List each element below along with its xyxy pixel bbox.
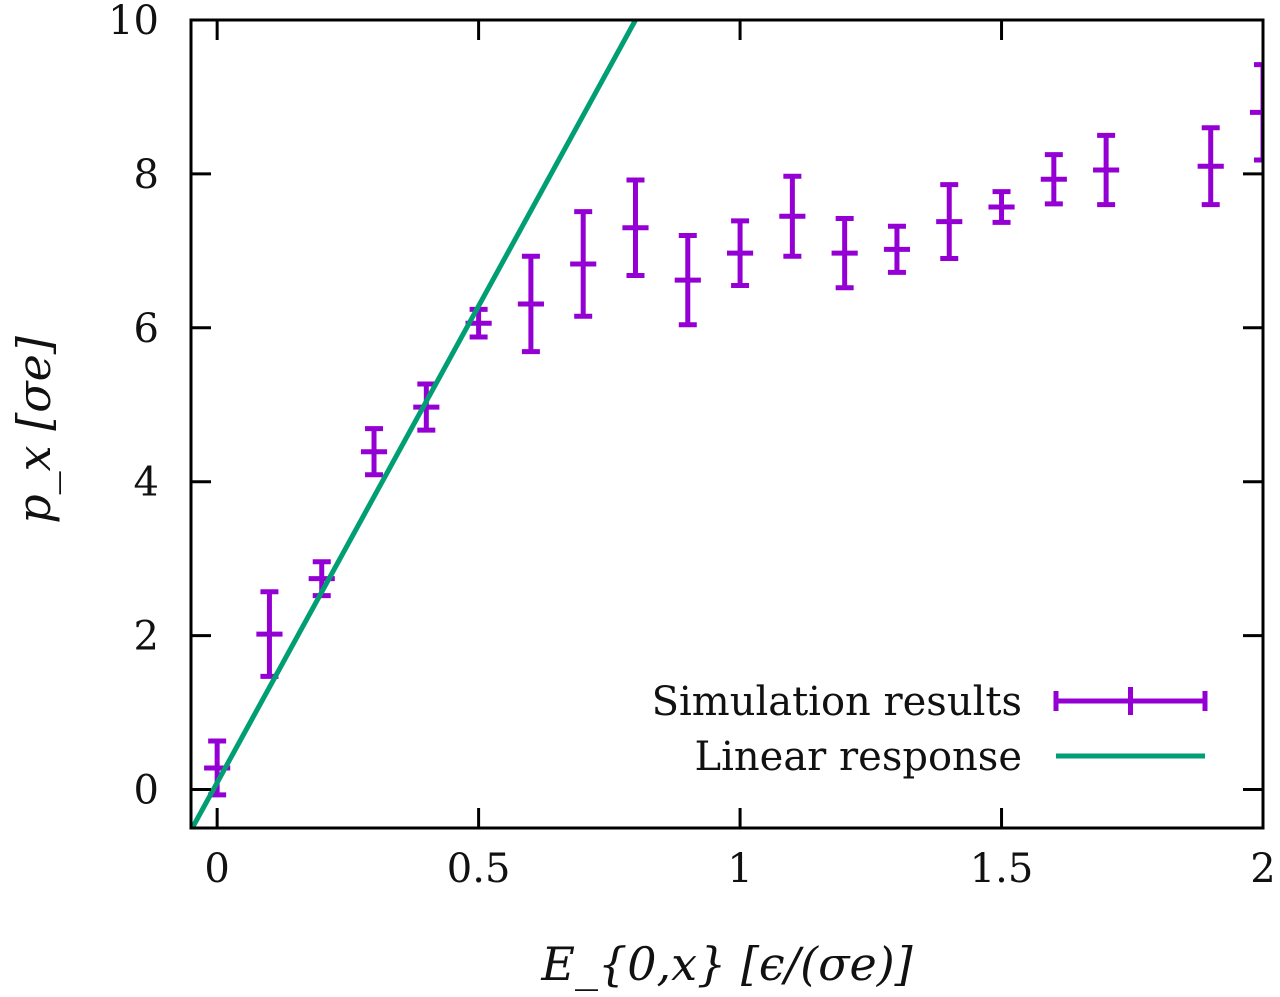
legend: Simulation results Linear response: [652, 679, 1208, 780]
y-tick-label: 0: [134, 768, 159, 814]
y-tick-label: 10: [108, 0, 159, 44]
data-point: [413, 381, 440, 433]
series-layer: [191, 20, 1263, 828]
data-point: [936, 182, 963, 262]
data-point: [1197, 125, 1224, 208]
data-point: [1093, 132, 1120, 208]
y-tick-label: 4: [134, 460, 159, 506]
legend-label-simulation: Simulation results: [652, 679, 1022, 725]
data-point: [674, 232, 701, 328]
x-tick-label: 2: [1250, 846, 1275, 892]
data-point: [622, 177, 649, 278]
data-point: [517, 253, 544, 355]
y-tick-label: 2: [134, 614, 159, 660]
data-point: [831, 216, 858, 291]
data-point: [727, 218, 754, 288]
x-tick-label: 0: [204, 846, 229, 892]
data-point: [360, 426, 388, 478]
legend-swatch-simulation: [1053, 687, 1208, 715]
y-axis-label: p_x [σe]: [7, 336, 61, 524]
x-tick-label: 1.5: [970, 846, 1034, 892]
data-point: [256, 589, 283, 679]
x-axis-label: E_{0,x} [ϵ/(σe)]: [540, 937, 912, 991]
data-point: [570, 209, 597, 319]
data-point: [1040, 152, 1067, 207]
y-tick-label: 8: [134, 152, 159, 198]
ticks-layer: 0 0.5 1 1.5 2 0 2 4 6 8 10: [108, 0, 1276, 892]
series-clip-group: [191, 20, 1263, 828]
x-tick-label: 1: [727, 846, 752, 892]
legend-label-linear: Linear response: [695, 734, 1022, 780]
data-point: [883, 223, 911, 275]
data-point: [779, 173, 806, 259]
data-point: [1249, 62, 1263, 163]
plot-frame: [189, 18, 1265, 830]
data-point: [988, 189, 1015, 225]
y-tick-label: 6: [134, 306, 159, 352]
linear-response-line: [191, 20, 638, 828]
x-tick-label: 0.5: [447, 846, 511, 892]
